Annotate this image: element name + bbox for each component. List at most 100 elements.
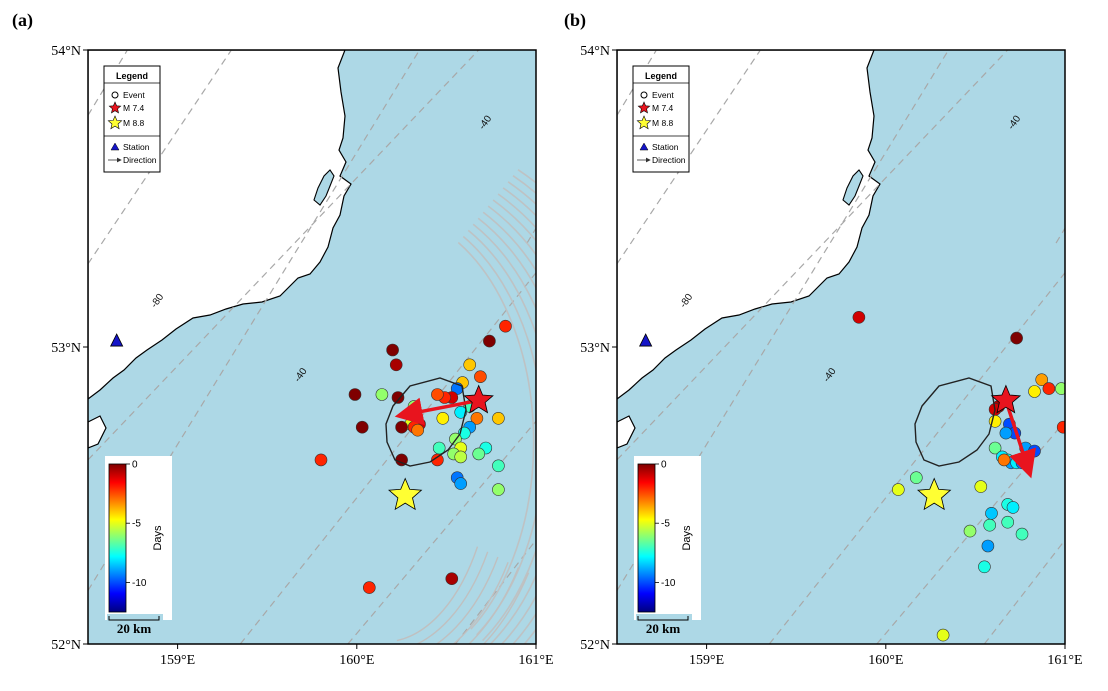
y-tick-label: 52°N	[580, 638, 610, 653]
event-marker[interactable]	[386, 343, 399, 357]
rupture-polygon	[385, 377, 467, 467]
event-marker[interactable]	[432, 441, 446, 455]
rupture-arc	[477, 217, 536, 644]
yellow-star-legend-icon	[636, 115, 652, 130]
event-marker[interactable]	[463, 358, 477, 372]
event-marker[interactable]	[909, 471, 923, 485]
event-marker[interactable]	[1028, 385, 1041, 398]
rupture-arcs	[396, 169, 536, 644]
event-marker[interactable]	[1001, 515, 1015, 529]
legend-label-direction: Direction	[123, 155, 157, 165]
event-marker[interactable]	[389, 358, 403, 372]
mainshock-star-m74[interactable]	[463, 384, 494, 414]
event-marker[interactable]	[472, 447, 486, 461]
event-marker[interactable]	[483, 334, 496, 348]
legend-title: Legend	[116, 71, 148, 81]
mainshock-star-m74[interactable]	[990, 384, 1022, 414]
direction-arrow-line	[1004, 399, 1036, 479]
land-peninsula-inlet	[313, 169, 335, 206]
event-marker[interactable]	[1006, 501, 1020, 514]
event-marker[interactable]	[454, 477, 468, 490]
map-panel-a: (a) -80-40-40 159°E 160°E 161°E54°N53°N52°…	[12, 10, 554, 668]
event-marker[interactable]	[492, 411, 505, 425]
rupture-arc	[482, 211, 536, 644]
contour-line	[983, 539, 1065, 644]
event-marker[interactable]	[891, 483, 905, 496]
event-marker[interactable]	[981, 539, 995, 553]
station-legend-icon	[110, 142, 120, 151]
event-marker[interactable]	[492, 459, 505, 473]
x-tick-label: 161°E	[1047, 653, 1082, 668]
event-marker[interactable]	[1010, 331, 1023, 345]
event-marker[interactable]	[1035, 373, 1048, 387]
event-marker[interactable]	[974, 480, 988, 493]
event-marker[interactable]	[375, 388, 389, 401]
event-marker[interactable]	[411, 423, 425, 437]
contour-line	[88, 50, 480, 461]
contour-line	[347, 420, 536, 644]
rupture-arc	[396, 546, 479, 642]
station-triangle[interactable]	[639, 333, 653, 347]
event-marker[interactable]	[1056, 420, 1069, 434]
event-marker[interactable]	[983, 518, 997, 532]
event-marker[interactable]	[492, 483, 505, 496]
event-marker[interactable]	[362, 581, 376, 594]
star-m88[interactable]	[917, 477, 952, 511]
station-triangle[interactable]	[110, 333, 124, 347]
direction-arrow	[1004, 399, 1036, 479]
y-tick-label: 54°N	[580, 44, 610, 59]
event-marker[interactable]	[395, 420, 408, 434]
scale-bar-label: 20 km	[117, 621, 151, 636]
legend-label-m88: M 8.8	[652, 118, 674, 128]
event-marker[interactable]	[454, 405, 468, 419]
contour-line	[1055, 227, 1065, 244]
axis-ticks: 159°E 160°E 161°E 54°N 53°N 52°N	[51, 44, 553, 668]
event-marker[interactable]	[852, 310, 866, 324]
legend-label-m88: M 8.8	[123, 118, 145, 128]
event-marker[interactable]	[348, 388, 362, 401]
event-marker[interactable]	[1042, 382, 1056, 395]
scale-bar-label: 20 km	[646, 621, 680, 636]
event-marker[interactable]	[470, 411, 484, 425]
scale-bar: 20 km	[107, 614, 163, 640]
land-peninsula-inlet	[842, 169, 864, 206]
star-m88[interactable]	[388, 477, 423, 511]
event-marker[interactable]	[985, 506, 998, 520]
event-marker[interactable]	[963, 524, 977, 538]
scale-bar: 20 km	[636, 614, 692, 640]
event-marker[interactable]	[999, 426, 1013, 440]
colorbar-tick-label: -10	[661, 578, 676, 589]
legend-box: Legend Event M 7.4 M 8.8 Station Directi…	[632, 65, 690, 173]
contour-line	[88, 50, 232, 265]
event-marker[interactable]	[454, 450, 468, 464]
rupture-arc	[435, 556, 499, 644]
contour-line	[88, 50, 421, 591]
event-marker[interactable]	[355, 420, 369, 434]
x-tick-label: 159°E	[689, 653, 724, 668]
event-marker[interactable]	[431, 388, 444, 401]
event-marker[interactable]	[314, 453, 328, 467]
event-marker[interactable]	[499, 319, 512, 333]
y-tick-label: 52°N	[51, 638, 81, 653]
colorbar-tick-label: -5	[661, 519, 670, 530]
event-marker[interactable]	[997, 453, 1011, 467]
event-marker[interactable]	[391, 391, 405, 404]
event-marker[interactable]	[474, 370, 487, 384]
y-tick-label: 53°N	[51, 341, 81, 356]
event-marker[interactable]	[978, 560, 991, 574]
legend-label-m74: M 7.4	[123, 103, 145, 113]
event-marker[interactable]	[431, 453, 444, 467]
event-marker[interactable]	[445, 572, 459, 586]
direction-arrow	[394, 397, 479, 426]
colorbar-tick-label: 0	[132, 460, 138, 471]
event-marker[interactable]	[436, 411, 450, 425]
event-marker[interactable]	[1055, 382, 1067, 395]
colorbar-label: Days	[681, 525, 693, 551]
colorbar-gradient	[108, 463, 127, 613]
legend-box: Legend Event M 7.4 M 8.8 Station Directi…	[103, 65, 161, 173]
event-marker[interactable]	[1028, 444, 1041, 458]
event-marker[interactable]	[1015, 527, 1029, 541]
event-marker[interactable]	[988, 441, 1002, 455]
contour-line	[617, 50, 1009, 461]
event-marker[interactable]	[936, 628, 950, 642]
